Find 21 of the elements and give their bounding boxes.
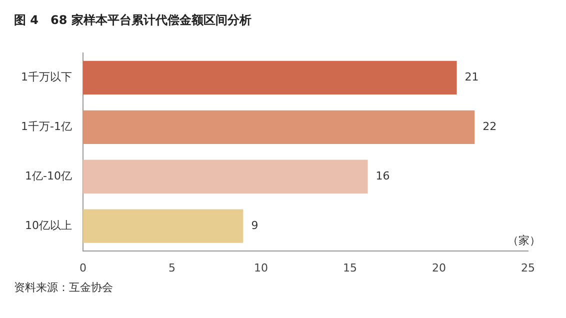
text: 资料来源：互金协会 xyxy=(13,280,114,296)
data-label: 9 xyxy=(251,218,258,232)
y-tick-label: 1亿-10亿 xyxy=(25,169,72,182)
x-tick-label: 10 xyxy=(254,261,268,274)
data-label: 22 xyxy=(482,120,497,134)
y-tick-label: 10亿以上 xyxy=(25,218,72,232)
x-tick-label: 0 xyxy=(80,261,86,274)
x-tick-label: 5 xyxy=(168,261,176,274)
bar xyxy=(83,209,244,243)
data-label: 21 xyxy=(464,70,479,84)
y-tick-label: 1千万-1亿 xyxy=(21,120,72,134)
data-label: 16 xyxy=(376,169,390,182)
x-tick-label: 15 xyxy=(343,261,357,274)
bar xyxy=(83,160,368,194)
chart-title: 图 4 68 家样本平台累计代偿金额区间分析 xyxy=(13,12,252,29)
bar xyxy=(83,60,457,95)
x-tick-label: 20 xyxy=(432,261,446,274)
y-tick-label: 1千万以下 xyxy=(21,70,72,84)
x-tick-label: 25 xyxy=(521,261,535,274)
bar xyxy=(83,110,475,144)
x-axis-title: （家） xyxy=(508,234,540,248)
